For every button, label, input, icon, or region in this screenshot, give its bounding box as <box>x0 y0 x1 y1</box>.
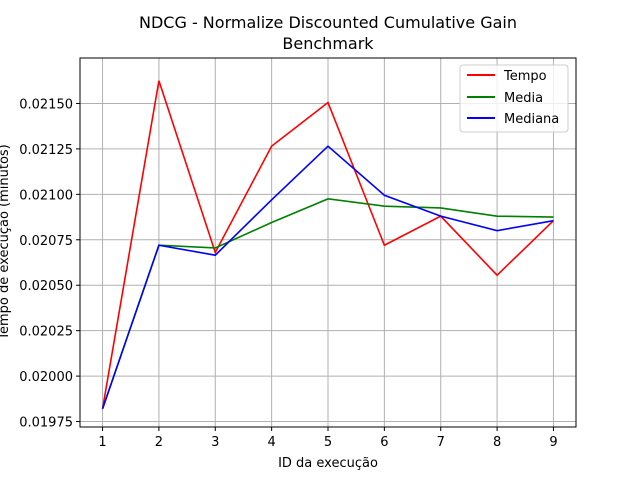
legend-label-media: Media <box>504 91 543 106</box>
x-tick-label: 4 <box>267 435 275 450</box>
legend-label-tempo: Tempo <box>503 69 547 84</box>
series-lines <box>101 80 555 410</box>
series-line-tempo <box>101 80 555 409</box>
series-line-media <box>101 198 554 410</box>
x-tick-label: 7 <box>437 435 445 450</box>
chart-title-line-2: Benchmark <box>282 34 374 53</box>
y-tick-label: 0.02000 <box>19 370 73 385</box>
plot-area-frame <box>79 57 577 428</box>
y-tick-label: 0.02125 <box>19 143 73 158</box>
legend-box <box>459 64 569 133</box>
y-tick-label: 0.02050 <box>19 279 73 294</box>
x-tick-label: 9 <box>549 435 557 450</box>
x-axis-label: ID da execução <box>278 456 378 471</box>
x-tick-label: 3 <box>211 435 219 450</box>
y-axis-ticks: 0.01975 0.02000 0.02025 0.02050 0.02075 0.021… <box>19 97 80 431</box>
x-tick-label: 5 <box>324 435 332 450</box>
y-axis-label: Tempo de execução (minutos) <box>0 144 12 340</box>
legend: Tempo Media Mediana <box>459 64 569 133</box>
grid-lines <box>80 58 576 427</box>
y-tick-label: 0.02100 <box>19 188 73 203</box>
y-tick-label: 0.02075 <box>19 234 73 249</box>
x-tick-label: 1 <box>98 435 106 450</box>
y-tick-label: 0.02150 <box>19 97 73 112</box>
x-axis-ticks: 1 2 3 4 5 6 7 8 9 <box>98 427 558 450</box>
x-tick-label: 8 <box>493 435 501 450</box>
y-tick-label: 0.02025 <box>19 325 73 340</box>
x-tick-label: 6 <box>380 435 388 450</box>
legend-label-mediana: Mediana <box>504 112 559 127</box>
chart-title-line-1: NDCG - Normalize Discounted Cumulative G… <box>139 13 517 32</box>
series-line-mediana <box>101 145 554 410</box>
y-tick-label: 0.01975 <box>19 416 73 431</box>
x-tick-label: 2 <box>155 435 163 450</box>
